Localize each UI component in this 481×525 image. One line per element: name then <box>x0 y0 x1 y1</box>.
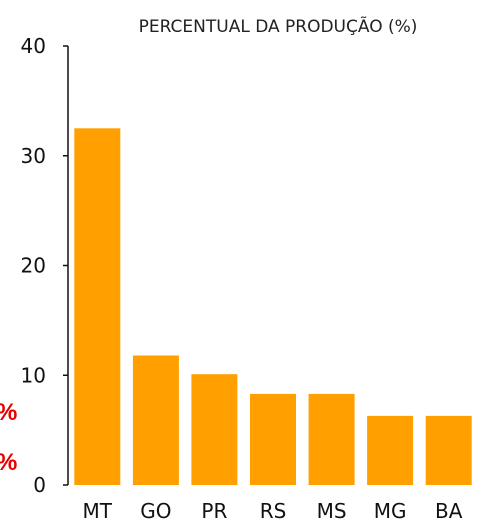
plot-area: MT GO PR RS MS MG BA 0 10 20 30 40 <box>21 34 472 523</box>
cropped-percent-sign: % <box>0 399 17 426</box>
y-tick-label: 20 <box>21 254 46 278</box>
x-tick-label: PR <box>201 499 227 523</box>
y-tick-label: 10 <box>21 363 46 387</box>
chart-title: PERCENTUAL DA PRODUÇÃO (%) <box>139 15 418 37</box>
bar-go <box>132 355 179 485</box>
x-tick-label: RS <box>260 499 287 523</box>
y-tick-label: 40 <box>21 34 46 58</box>
x-tick-label: MG <box>374 499 407 523</box>
bar-pr <box>191 374 238 485</box>
bar-ba <box>425 415 472 485</box>
cropped-percent-sign: % <box>0 449 17 476</box>
x-tick-label: MS <box>317 499 347 523</box>
y-tick-label: 0 <box>33 473 46 497</box>
bar-mg <box>367 415 414 485</box>
x-tick-label: MT <box>83 499 113 523</box>
x-tick-label: BA <box>435 499 463 523</box>
bar-ms <box>308 393 355 485</box>
x-tick-label: GO <box>140 499 171 523</box>
y-tick-label: 30 <box>21 144 46 168</box>
bar-rs <box>250 393 296 485</box>
bar-mt <box>74 128 121 486</box>
